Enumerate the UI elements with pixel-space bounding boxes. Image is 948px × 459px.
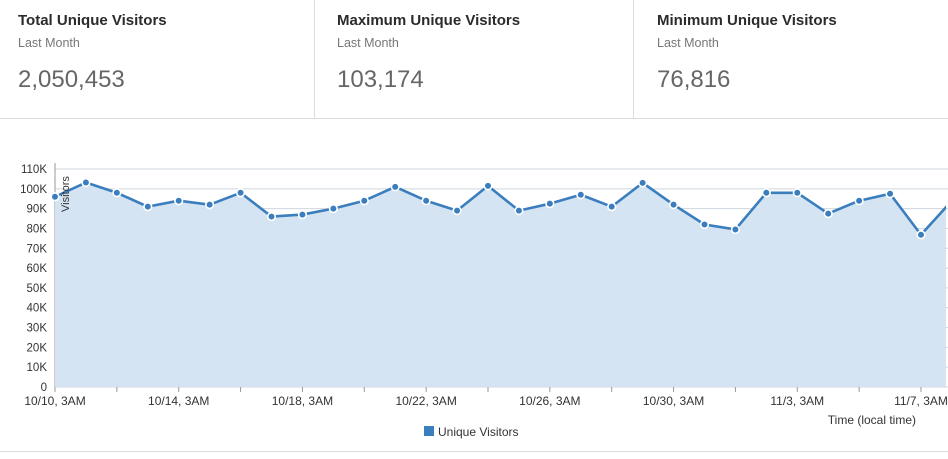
stat-title: Minimum Unique Visitors	[657, 12, 837, 29]
data-point[interactable]	[699, 219, 710, 230]
visitors-chart: 0 10K 20K 30K 40K 50K 60K 70K 80K 90K 100K 110K 10/…	[0, 119, 948, 451]
data-point[interactable]	[235, 188, 246, 198]
y-tick-label: 40K	[27, 303, 48, 315]
data-point[interactable]	[390, 182, 400, 192]
chart-series	[50, 177, 946, 387]
data-point[interactable]	[885, 189, 895, 199]
data-point[interactable]	[854, 196, 864, 206]
y-tick-label: 70K	[27, 243, 48, 255]
bottom-divider	[0, 451, 948, 452]
x-tick-label: 10/26, 3AM	[519, 394, 580, 408]
data-point[interactable]	[761, 188, 771, 198]
stat-value: 2,050,453	[18, 66, 125, 93]
visitors-chart-svg: 0 10K 20K 30K 40K 50K 60K 70K 80K 90K 100K 110K 10/…	[20, 163, 948, 439]
x-axis-ticks: 10/10, 3AM 10/14, 3AM 10/18, 3AM 10/22, 3AM…	[24, 387, 948, 408]
data-point[interactable]	[823, 208, 833, 219]
data-point[interactable]	[81, 177, 91, 188]
data-point[interactable]	[576, 190, 586, 200]
data-point[interactable]	[638, 178, 648, 188]
x-tick-label: 11/7, 3AM	[894, 394, 948, 408]
data-point[interactable]	[916, 230, 926, 240]
data-point[interactable]	[730, 224, 741, 235]
data-point[interactable]	[792, 188, 802, 198]
x-tick-label: 10/14, 3AM	[148, 394, 209, 408]
data-point[interactable]	[607, 202, 617, 212]
y-tick-label: 10K	[27, 362, 48, 374]
stat-card-minimum: Minimum Unique Visitors Last Month 76,81…	[634, 0, 948, 118]
x-tick-label: 10/22, 3AM	[395, 394, 456, 408]
data-point[interactable]	[514, 206, 524, 216]
data-point[interactable]	[545, 199, 555, 209]
data-point[interactable]	[668, 200, 679, 210]
x-tick-label: 10/10, 3AM	[24, 394, 85, 408]
data-point[interactable]	[297, 209, 308, 220]
y-axis-ticks: 0 10K 20K 30K 40K 50K 60K 70K 80K 90K 100K 110K	[20, 164, 47, 394]
x-axis-label: Time (local time)	[828, 413, 916, 427]
y-tick-label: 60K	[27, 263, 48, 275]
data-point[interactable]	[266, 211, 277, 222]
y-tick-label: 0	[41, 382, 47, 394]
stat-value: 103,174	[337, 66, 424, 93]
x-tick-label: 10/18, 3AM	[272, 394, 333, 408]
legend-swatch	[424, 426, 434, 436]
stat-title: Total Unique Visitors	[18, 12, 167, 29]
data-point[interactable]	[421, 196, 431, 206]
legend-label: Unique Visitors	[438, 425, 518, 439]
y-tick-label: 80K	[27, 223, 48, 235]
stat-card-total: Total Unique Visitors Last Month 2,050,4…	[0, 0, 315, 118]
data-point[interactable]	[328, 204, 338, 214]
data-point[interactable]	[483, 181, 493, 191]
stat-subtitle: Last Month	[657, 36, 719, 50]
data-point[interactable]	[205, 200, 215, 210]
data-point[interactable]	[143, 202, 153, 212]
y-tick-label: 30K	[27, 323, 48, 335]
series-line	[55, 181, 946, 237]
chart-legend: Unique Visitors	[424, 425, 518, 439]
data-point[interactable]	[50, 192, 60, 202]
x-tick-label: 10/30, 3AM	[643, 394, 704, 408]
stat-value: 76,816	[657, 66, 731, 93]
stat-title: Maximum Unique Visitors	[337, 12, 521, 29]
y-tick-label: 90K	[27, 204, 48, 216]
stat-subtitle: Last Month	[18, 36, 80, 50]
data-point[interactable]	[452, 206, 462, 216]
data-point[interactable]	[359, 196, 369, 206]
x-tick-label: 11/3, 3AM	[770, 394, 824, 408]
series-area	[55, 182, 946, 387]
stat-subtitle: Last Month	[337, 36, 399, 50]
y-tick-label: 100K	[20, 184, 47, 196]
stats-bar: Total Unique Visitors Last Month 2,050,4…	[0, 0, 948, 119]
stat-card-maximum: Maximum Unique Visitors Last Month 103,1…	[315, 0, 634, 118]
y-tick-label: 50K	[27, 283, 48, 295]
y-tick-label: 20K	[27, 342, 48, 354]
data-point[interactable]	[112, 188, 122, 198]
y-axis-label: Visitors	[60, 176, 72, 212]
data-point[interactable]	[174, 196, 184, 206]
y-tick-label: 110K	[21, 164, 47, 176]
